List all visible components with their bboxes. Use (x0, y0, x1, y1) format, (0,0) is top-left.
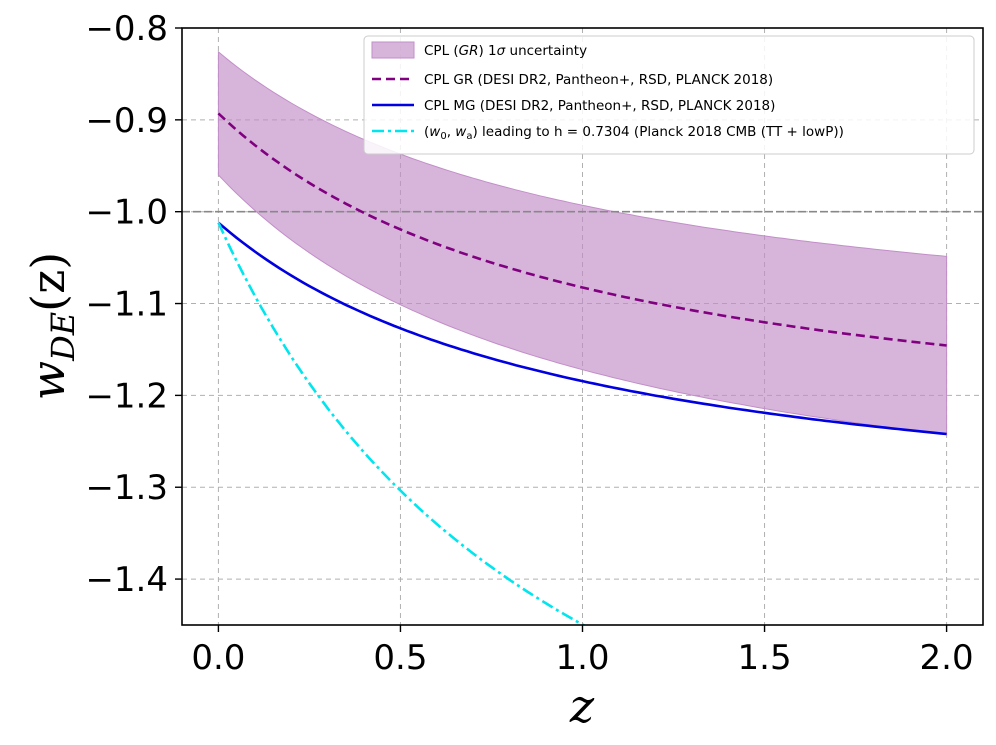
x-tick-label-2: 1.0 (555, 638, 609, 678)
x-tick-label-4: 2.0 (920, 638, 974, 678)
y-tick-label-4: −1.2 (85, 376, 168, 416)
y-axis-label-suffix: (z) (21, 252, 75, 312)
x-tick-label-3: 1.5 (738, 638, 792, 678)
x-tick-label-0: 0.0 (191, 638, 245, 678)
y-tick-label-2: −1.0 (85, 193, 168, 233)
y-tick-label-6: −1.4 (85, 560, 168, 600)
y-tick-label-1: −0.9 (85, 101, 168, 141)
y-axis-label-base: w (21, 361, 75, 400)
legend-label-cpl-gr: CPL GR (DESI DR2, Pantheon+, RSD, PLANCK… (424, 72, 773, 88)
y-axis-label-sub: DE (44, 312, 82, 362)
legend-box (363, 35, 975, 155)
band-layer (217, 50, 948, 436)
y-tick-label-0: −0.8 (85, 9, 168, 49)
legend-label-band: CPL (GR) 1σ uncertainty (424, 43, 587, 59)
x-tick-label-1: 0.5 (373, 638, 427, 678)
ticks: 0.0 0.5 1.0 1.5 2.0 −0.8 −0.9 −1.0 −1.1 −1.2 −1.3 −… (85, 9, 973, 678)
series-line-cpl-mg (217, 221, 947, 436)
uncertainty-band (217, 50, 948, 436)
y-tick-label-5: −1.3 (85, 468, 168, 508)
x-axis-label: z (569, 679, 595, 733)
y-axis-label: wDE(z) (21, 252, 82, 401)
legend: CPL (GR) 1σ uncertainty CPL GR (DESI DR2… (363, 35, 975, 155)
legend-label-h0-curve: (w0, wa) leading to h = 0.7304 (Planck 2… (424, 124, 844, 142)
series-line-cpl-gr (217, 112, 947, 347)
legend-label-cpl-mg: CPL MG (DESI DR2, Pantheon+, RSD, PLANCK… (424, 98, 775, 114)
y-tick-label-3: −1.1 (85, 285, 168, 325)
legend-swatch-band (371, 41, 415, 59)
